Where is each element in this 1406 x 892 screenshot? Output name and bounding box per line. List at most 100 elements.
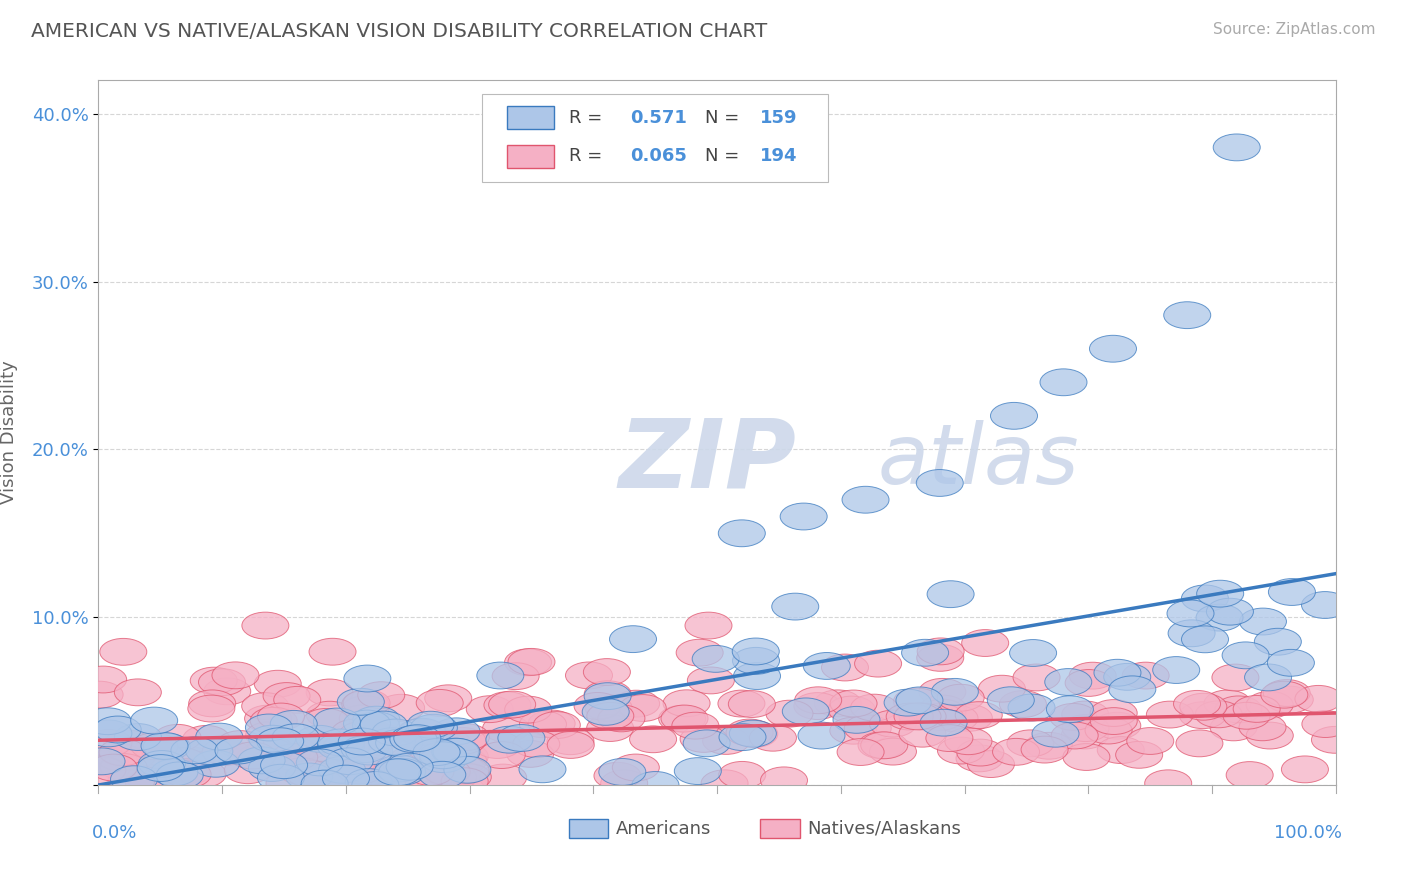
Ellipse shape: [814, 690, 862, 717]
Ellipse shape: [84, 720, 132, 747]
Ellipse shape: [284, 732, 330, 759]
Ellipse shape: [1240, 608, 1286, 635]
Ellipse shape: [574, 692, 621, 719]
Ellipse shape: [433, 718, 479, 745]
Ellipse shape: [433, 739, 479, 765]
Ellipse shape: [630, 726, 676, 753]
Ellipse shape: [830, 690, 877, 717]
Ellipse shape: [979, 675, 1025, 702]
Ellipse shape: [1267, 649, 1315, 676]
Ellipse shape: [498, 724, 546, 751]
Ellipse shape: [215, 737, 262, 764]
Ellipse shape: [917, 644, 963, 672]
Ellipse shape: [1097, 737, 1144, 764]
Ellipse shape: [1295, 685, 1341, 713]
Ellipse shape: [193, 750, 239, 777]
Ellipse shape: [479, 764, 527, 791]
Ellipse shape: [285, 760, 333, 787]
Ellipse shape: [204, 678, 250, 705]
Ellipse shape: [619, 695, 666, 722]
Ellipse shape: [350, 722, 396, 749]
Ellipse shape: [893, 688, 941, 714]
Ellipse shape: [441, 768, 488, 795]
Ellipse shape: [344, 738, 391, 764]
Ellipse shape: [307, 701, 353, 728]
Ellipse shape: [1212, 665, 1258, 691]
Ellipse shape: [945, 728, 991, 755]
Ellipse shape: [505, 648, 551, 676]
FancyBboxPatch shape: [506, 145, 554, 168]
Ellipse shape: [1014, 664, 1060, 691]
Ellipse shape: [344, 665, 391, 692]
Ellipse shape: [869, 739, 917, 765]
Ellipse shape: [309, 639, 356, 665]
Ellipse shape: [920, 695, 966, 722]
Ellipse shape: [236, 744, 283, 772]
Ellipse shape: [242, 612, 288, 639]
Ellipse shape: [1090, 707, 1137, 734]
Ellipse shape: [613, 690, 659, 717]
Ellipse shape: [249, 755, 295, 781]
Ellipse shape: [1244, 664, 1292, 690]
Ellipse shape: [217, 731, 264, 757]
Ellipse shape: [474, 731, 520, 758]
Ellipse shape: [1062, 723, 1108, 749]
Ellipse shape: [318, 733, 364, 760]
Ellipse shape: [332, 719, 378, 746]
Ellipse shape: [1063, 744, 1109, 771]
Ellipse shape: [125, 770, 173, 797]
Ellipse shape: [418, 731, 464, 757]
Ellipse shape: [583, 682, 631, 709]
Ellipse shape: [519, 711, 567, 738]
Ellipse shape: [77, 747, 125, 775]
Ellipse shape: [399, 718, 446, 745]
Ellipse shape: [416, 690, 463, 716]
Ellipse shape: [425, 685, 472, 712]
Ellipse shape: [917, 704, 963, 731]
Ellipse shape: [339, 722, 385, 748]
Ellipse shape: [183, 725, 229, 752]
Ellipse shape: [387, 753, 433, 780]
Ellipse shape: [405, 766, 451, 794]
Ellipse shape: [190, 667, 238, 694]
Ellipse shape: [368, 728, 415, 755]
Ellipse shape: [143, 733, 190, 760]
Ellipse shape: [718, 520, 765, 547]
Ellipse shape: [477, 662, 524, 689]
Ellipse shape: [837, 739, 884, 765]
Ellipse shape: [374, 759, 422, 786]
Ellipse shape: [441, 756, 489, 784]
Ellipse shape: [676, 640, 723, 666]
Ellipse shape: [1167, 600, 1213, 627]
Ellipse shape: [391, 745, 437, 772]
Ellipse shape: [1180, 702, 1226, 729]
Text: N =: N =: [704, 147, 740, 165]
Ellipse shape: [927, 724, 973, 752]
Ellipse shape: [309, 744, 357, 771]
Ellipse shape: [508, 648, 555, 675]
Ellipse shape: [598, 705, 645, 731]
Ellipse shape: [860, 731, 908, 759]
Ellipse shape: [917, 638, 965, 665]
Ellipse shape: [513, 731, 560, 757]
Ellipse shape: [1254, 628, 1302, 655]
Ellipse shape: [270, 710, 318, 738]
Ellipse shape: [920, 679, 966, 706]
Ellipse shape: [658, 706, 706, 732]
Ellipse shape: [894, 703, 941, 730]
Ellipse shape: [242, 693, 288, 720]
Ellipse shape: [79, 756, 125, 783]
Ellipse shape: [318, 762, 366, 789]
Ellipse shape: [246, 738, 292, 764]
Ellipse shape: [131, 733, 179, 760]
Ellipse shape: [238, 747, 285, 773]
Ellipse shape: [803, 653, 851, 680]
Ellipse shape: [150, 759, 198, 786]
Ellipse shape: [1181, 626, 1229, 653]
Ellipse shape: [339, 728, 385, 755]
Ellipse shape: [489, 691, 536, 718]
Ellipse shape: [1180, 693, 1227, 720]
Ellipse shape: [172, 737, 218, 764]
Ellipse shape: [1302, 591, 1348, 618]
Ellipse shape: [1144, 770, 1192, 797]
